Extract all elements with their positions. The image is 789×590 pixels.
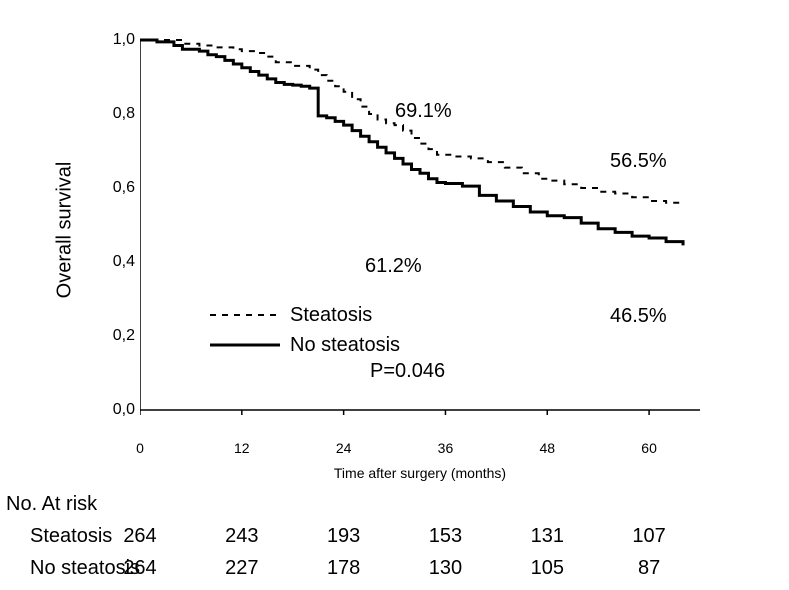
- at-risk-table: No. At riskSteatosis264243193153131107No…: [0, 488, 789, 584]
- risk-cell: 178: [327, 557, 360, 580]
- y-tick-label: 1,0: [100, 31, 135, 49]
- risk-table-title: No. At risk: [0, 493, 156, 516]
- risk-table-row: Steatosis264243193153131107: [0, 520, 789, 552]
- risk-cell: 227: [225, 557, 258, 580]
- y-tick-label: 0,2: [100, 327, 135, 345]
- chart-annotation: 46.5%: [610, 305, 667, 328]
- risk-cell: 107: [632, 525, 665, 548]
- legend-swatch: [210, 335, 280, 355]
- risk-table-row: No steatosis26422717813010587: [0, 552, 789, 584]
- risk-cell: 264: [123, 525, 156, 548]
- y-tick-label: 0,8: [100, 105, 135, 123]
- legend-item: No steatosis: [210, 330, 400, 360]
- risk-cell: 87: [638, 557, 660, 580]
- legend-swatch: [210, 305, 280, 325]
- risk-cell: 130: [429, 557, 462, 580]
- x-tick-label: 12: [234, 440, 250, 456]
- chart-annotation: 56.5%: [610, 150, 667, 173]
- chart-annotation: 69.1%: [395, 100, 452, 123]
- y-tick-label: 0,4: [100, 253, 135, 271]
- risk-cell: 264: [123, 557, 156, 580]
- x-axis-label: Time after surgery (months): [334, 465, 506, 481]
- x-tick-label: 48: [539, 440, 555, 456]
- risk-cell: 131: [531, 525, 564, 548]
- x-tick-label: 60: [641, 440, 657, 456]
- x-axis-ticks: 01224364860: [140, 440, 700, 460]
- risk-cell: 193: [327, 525, 360, 548]
- x-tick-label: 0: [136, 440, 144, 456]
- risk-cell: 153: [429, 525, 462, 548]
- risk-cell: 243: [225, 525, 258, 548]
- legend-label: Steatosis: [290, 304, 372, 327]
- y-tick-label: 0,6: [100, 179, 135, 197]
- y-axis-label: Overall survival: [54, 162, 77, 299]
- figure-container: { "chart": { "type": "kaplan-meier-survi…: [0, 0, 789, 590]
- legend-item: Steatosis: [210, 300, 400, 330]
- chart-annotation: 61.2%: [365, 255, 422, 278]
- chart-legend: Steatosis No steatosis: [210, 300, 400, 360]
- risk-cell: 105: [531, 557, 564, 580]
- x-tick-label: 24: [336, 440, 352, 456]
- risk-table-title-row: No. At risk: [0, 488, 789, 520]
- x-tick-label: 36: [438, 440, 454, 456]
- y-axis-ticks: 0,0 0,2 0,4 0,6 0,8 1,0: [100, 30, 135, 430]
- legend-label: No steatosis: [290, 334, 400, 357]
- y-tick-label: 0,0: [100, 401, 135, 419]
- chart-annotation: P=0.046: [370, 360, 445, 383]
